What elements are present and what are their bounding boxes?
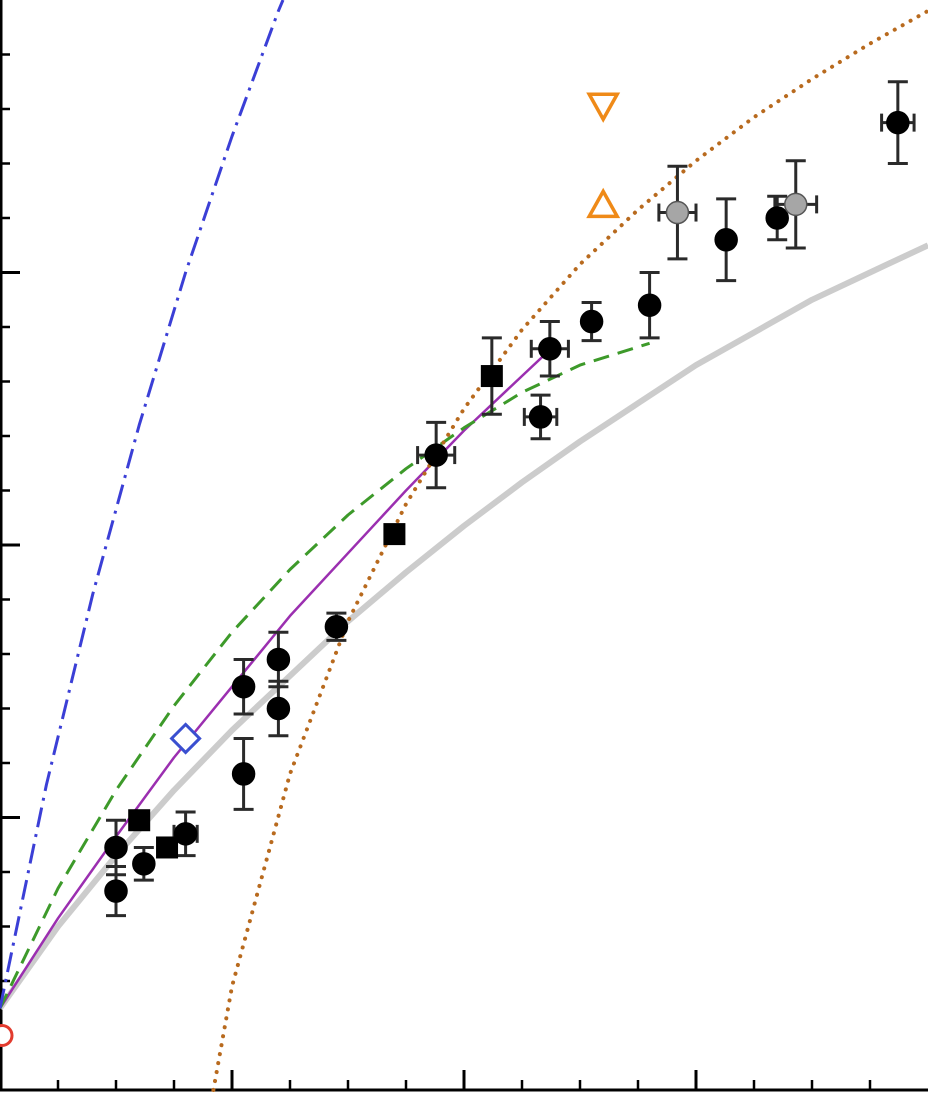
data-point	[637, 293, 662, 317]
fit-curve-dotted	[211, 8, 928, 1092]
data-point	[266, 696, 291, 721]
fit-curve-solid-thick	[0, 242, 928, 1011]
data-point-open-circle	[0, 1024, 14, 1047]
data-point	[784, 192, 808, 217]
data-point-square	[383, 523, 406, 546]
data-point-triangle-up	[586, 187, 621, 219]
data-point	[765, 206, 789, 230]
data-point	[231, 762, 256, 786]
data-point-diamond	[169, 722, 202, 755]
data-point	[579, 309, 604, 334]
data-point	[324, 615, 349, 639]
fit-curve-solid	[0, 342, 558, 1009]
data-point	[528, 405, 553, 429]
data-point-square	[128, 809, 151, 832]
data-point	[173, 822, 198, 846]
data-point-square	[480, 365, 503, 388]
markers	[0, 92, 910, 1047]
data-point	[714, 228, 738, 252]
data-point	[665, 200, 690, 225]
fit-curve-dashed	[0, 341, 651, 1009]
data-point	[886, 110, 910, 135]
data-point-square	[156, 836, 179, 859]
data-point	[132, 852, 156, 876]
data-point	[266, 647, 291, 672]
fit-curve-dashdot	[0, 0, 285, 1009]
data-point	[231, 674, 256, 699]
data-point-triangle-down	[586, 92, 621, 123]
data-point	[104, 835, 128, 860]
data-point	[424, 443, 448, 467]
data-point	[104, 879, 128, 903]
data-point	[538, 337, 562, 361]
